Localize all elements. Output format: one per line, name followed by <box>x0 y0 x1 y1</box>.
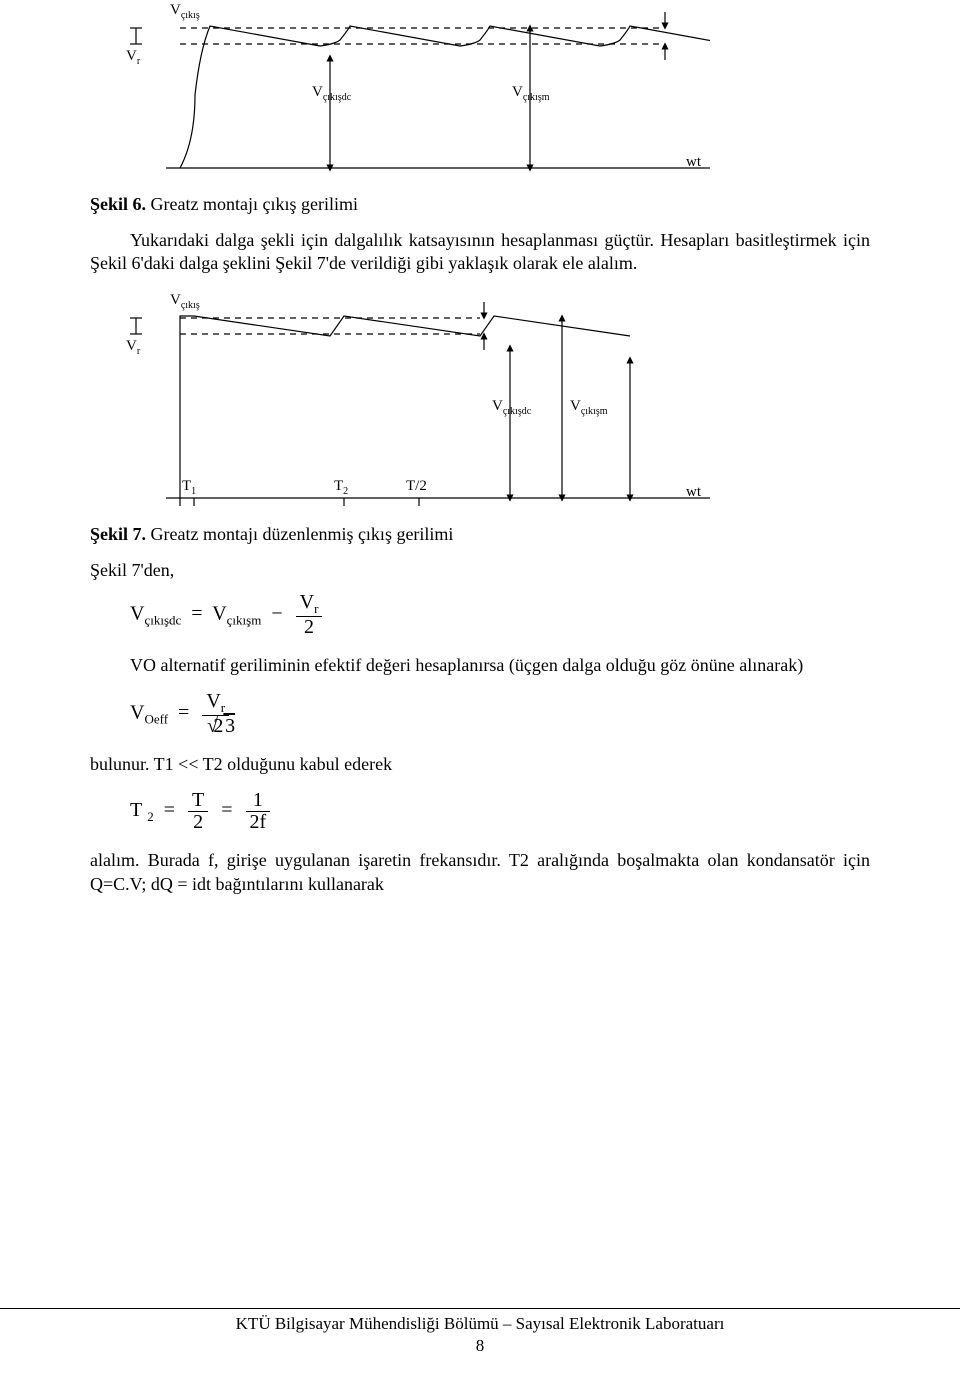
svg-text:T/2: T/2 <box>406 478 427 494</box>
f1-frac: Vr 2 <box>296 592 323 638</box>
figure-7-caption-bold: Şekil 7. <box>90 524 146 544</box>
f3-frac2: 1 2f <box>246 790 271 833</box>
svg-text:Vçıkışdc: Vçıkışdc <box>312 84 352 103</box>
f2-den-root: 3 <box>225 715 235 737</box>
f2-num-base: V <box>206 690 220 712</box>
f1-den: 2 <box>296 617 323 638</box>
svg-text:Vçıkışdc: Vçıkışdc <box>492 398 532 417</box>
footer-rule <box>0 1308 960 1309</box>
svg-text:T1: T1 <box>182 478 196 497</box>
page-number: 8 <box>0 1336 960 1356</box>
f2-num-sub: r <box>221 700 225 715</box>
paragraph-4: alalım. Burada f, girişe uygulanan işare… <box>90 849 870 896</box>
f1-rhs1-base: V <box>212 603 226 625</box>
svg-text:T2: T2 <box>334 478 348 497</box>
f3-frac2-den: 2f <box>246 812 271 833</box>
figure-6-caption: Şekil 6. Greatz montajı çıkış gerilimi <box>90 194 870 215</box>
f3-frac1-den: 2 <box>188 812 208 833</box>
f2-lhs-sub: Oeff <box>144 712 168 727</box>
svg-text:Vçıkış: Vçıkış <box>170 292 200 311</box>
page: Vçıkış Vr Vçıkışdc Vçıkışm wt Şekil 6. G… <box>0 0 960 1376</box>
paragraph-2: VO alternatif geriliminin efektif değeri… <box>90 654 870 677</box>
f3-frac1: T 2 <box>188 790 208 833</box>
svg-text:Vçıkışm: Vçıkışm <box>512 84 550 103</box>
figure-6-caption-text: Greatz montajı çıkış gerilimi <box>146 194 358 214</box>
f3-frac1-num: T <box>188 790 208 812</box>
svg-text:Vr: Vr <box>126 338 141 357</box>
f1-num-base: V <box>300 591 314 613</box>
text-after-fig7: Şekil 7'den, <box>90 559 870 582</box>
figure-6: Vçıkış Vr Vçıkışdc Vçıkışm wt <box>90 0 710 190</box>
formula-2: VOeff = Vr 2 3√ <box>130 691 870 737</box>
f2-lhs-base: V <box>130 702 144 724</box>
svg-text:wt: wt <box>686 484 702 500</box>
figure-6-caption-bold: Şekil 6. <box>90 194 146 214</box>
formula-3: T 2 = T 2 = 1 2f <box>130 790 870 833</box>
f1-lhs-sub: çıkışdc <box>144 613 181 628</box>
svg-text:wt: wt <box>686 154 702 170</box>
f1-op: − <box>271 603 282 625</box>
f1-rhs1-sub: çıkışm <box>227 613 262 628</box>
svg-text:Vçıkış: Vçıkış <box>170 2 200 21</box>
figure-7: Vçıkış Vr Vçıkışdc Vçıkışm wt T1 T2 T/2 <box>90 290 710 520</box>
f2-frac: Vr 2 3√ <box>202 691 229 737</box>
svg-text:Vr: Vr <box>126 48 141 67</box>
f1-lhs-base: V <box>130 603 144 625</box>
f3-frac2-num: 1 <box>246 790 271 812</box>
figure-7-caption-text: Greatz montajı düzenlenmiş çıkış gerilim… <box>146 524 453 544</box>
svg-text:Vçıkışm: Vçıkışm <box>570 398 608 417</box>
formula-1: Vçıkışdc = Vçıkışm − Vr 2 <box>130 592 870 638</box>
f1-num-sub: r <box>314 601 318 616</box>
f3-T: T <box>130 799 142 821</box>
f3-Tsub: 2 <box>147 809 154 824</box>
paragraph-1: Yukarıdaki dalga şekli için dalgalılık k… <box>90 229 870 276</box>
figure-7-caption: Şekil 7. Greatz montajı düzenlenmiş çıkı… <box>90 524 870 545</box>
footer-text: KTÜ Bilgisayar Mühendisliği Bölümü – Say… <box>0 1314 960 1334</box>
paragraph-3: bulunur. T1 << T2 olduğunu kabul ederek <box>90 753 870 776</box>
